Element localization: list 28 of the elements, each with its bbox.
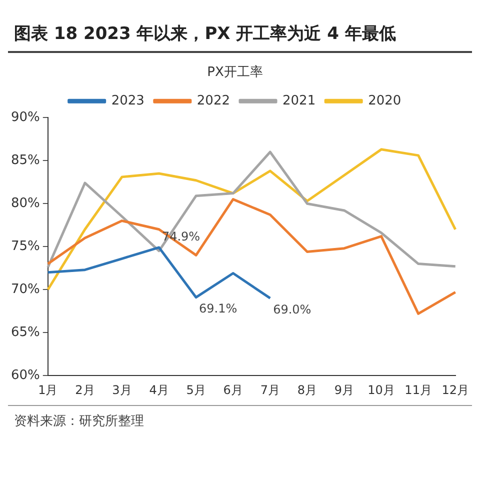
- y-tick-label: 65%: [10, 324, 40, 340]
- x-tick-label: 1月: [38, 382, 58, 397]
- x-tick-label: 8月: [297, 382, 318, 397]
- x-tick-label: 5月: [186, 382, 206, 397]
- x-tick-label: 10月: [368, 382, 395, 397]
- legend-label: 2022: [196, 93, 230, 108]
- text: 资料来源：研究所整理: [14, 413, 145, 430]
- y-tick-label: 85%: [10, 152, 40, 168]
- y-tick-label: 70%: [10, 282, 40, 297]
- y-tick-label: 90%: [10, 110, 40, 125]
- legend-label: 2023: [111, 93, 144, 108]
- x-tick-label: 2月: [75, 382, 95, 397]
- legend-label: 2020: [368, 93, 402, 108]
- chart-title: 图表 18 2023 年以来，PX 开工率为近 4 年最低: [8, 8, 472, 53]
- x-tick-label: 11月: [404, 382, 432, 397]
- data-label: 69.1%: [199, 301, 238, 316]
- y-tick-label: 80%: [10, 196, 40, 211]
- x-tick-label: 9月: [334, 382, 354, 397]
- chart-subtitle: PX开工率: [207, 64, 263, 80]
- legend-label: 2021: [282, 93, 316, 108]
- x-tick-label: 12月: [442, 382, 470, 397]
- x-tick-label: 6月: [223, 382, 243, 397]
- x-tick-label: 4月: [149, 382, 169, 397]
- data-label: 69.0%: [273, 302, 312, 316]
- x-tick-label: 7月: [260, 382, 280, 397]
- y-tick-label: 60%: [10, 368, 40, 383]
- x-tick-label: 3月: [112, 382, 132, 397]
- y-tick-label: 75%: [10, 238, 40, 254]
